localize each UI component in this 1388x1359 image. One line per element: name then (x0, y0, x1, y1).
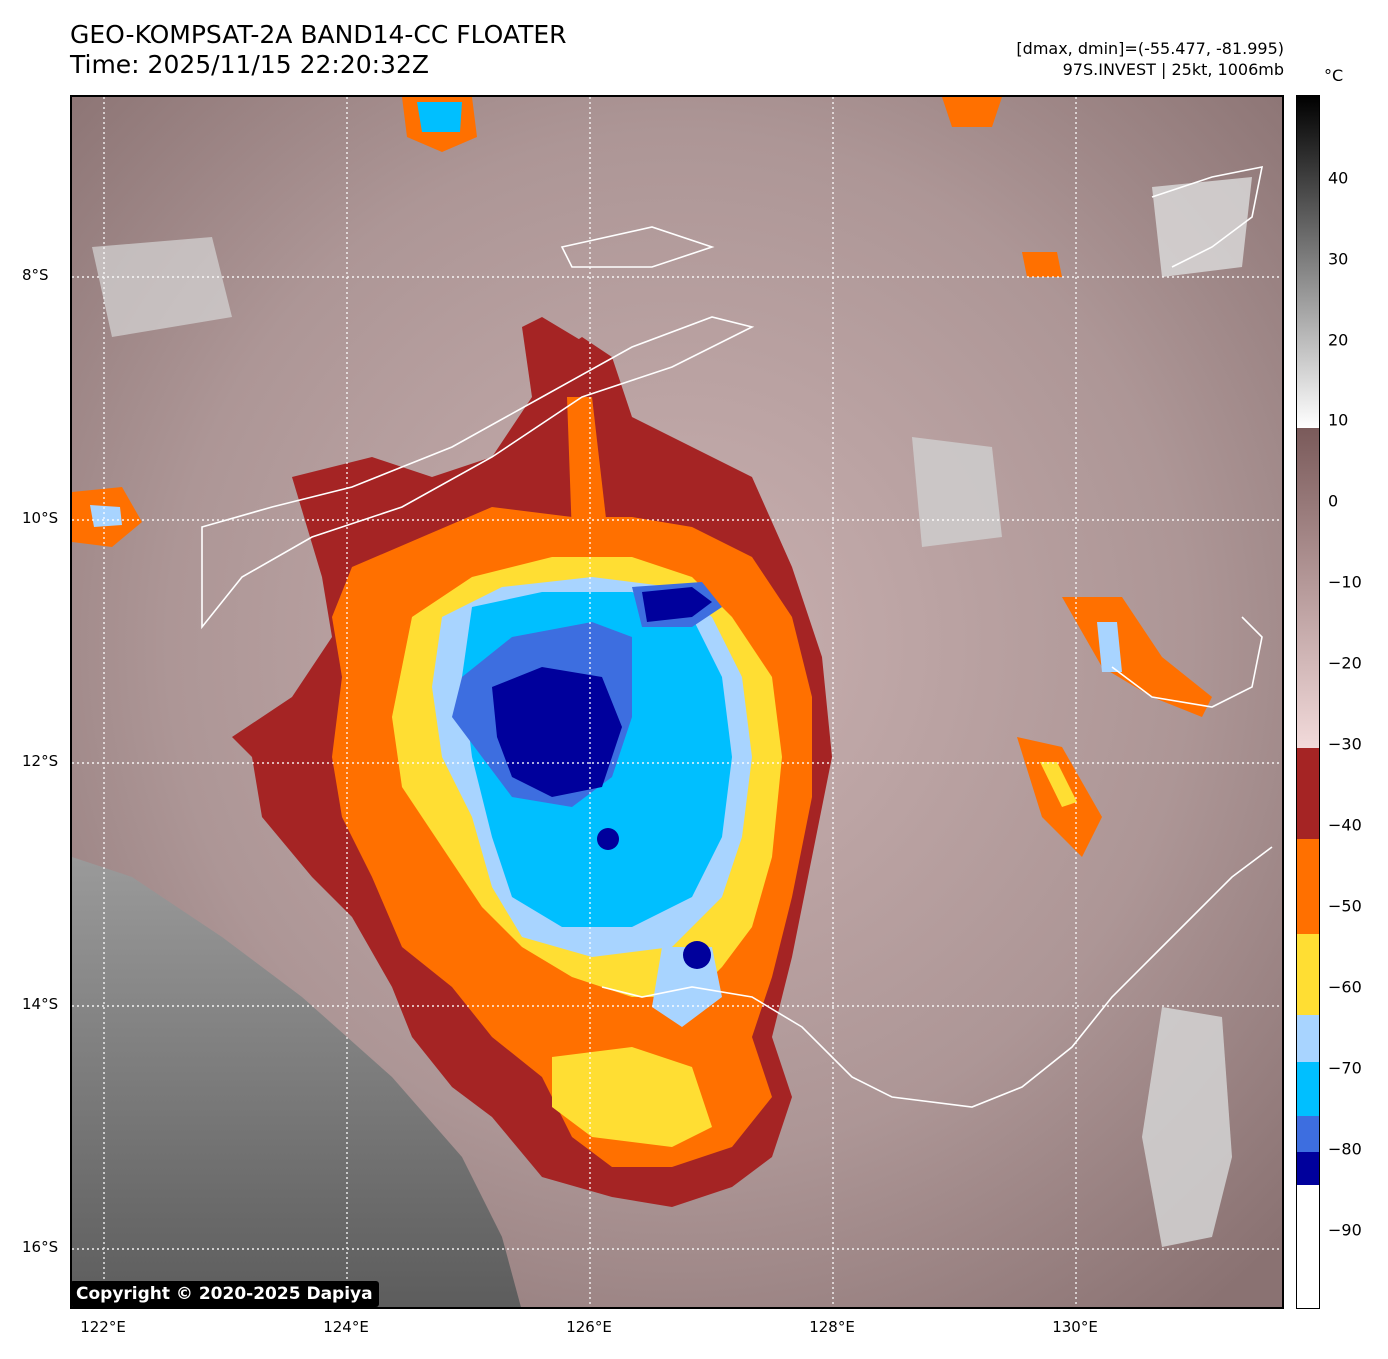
colorbar-segment-orange (1297, 839, 1319, 934)
cloud-top-cell-navy-2 (683, 941, 711, 969)
colorbar-tick-minus-50: −50 (1328, 896, 1362, 916)
title-line-1: GEO-KOMPSAT-2A BAND14-CC FLOATER (70, 20, 567, 49)
lat-label-8s: 8°S (22, 266, 49, 284)
lat-label-10s: 10°S (22, 509, 59, 527)
coastline-wetar (560, 226, 715, 268)
cloud-top-band-navy-north (642, 587, 712, 622)
colorbar-segment-mauve (1297, 428, 1319, 748)
cell-northeast-orange-2 (1022, 252, 1062, 277)
colorbar-segment-dark-red (1297, 748, 1319, 839)
clear-area-southwest (72, 857, 521, 1307)
colorbar-segment-navy (1297, 1152, 1319, 1185)
cloud-patch-east (1142, 1007, 1232, 1247)
cell-east-light-blue (1097, 622, 1122, 672)
cloud-top-band-north-tail (522, 317, 602, 417)
map-image (72, 97, 1282, 1307)
lon-label-126e: 126°E (566, 1318, 612, 1336)
coastlines (201, 165, 1273, 1108)
lat-label-12s: 12°S (22, 752, 59, 770)
colorbar-tick-minus-60: −60 (1328, 977, 1362, 997)
cloud-patch-northwest (92, 237, 232, 337)
colorbar-segment-light-blue (1297, 1015, 1319, 1062)
colorbar-segment-yellow (1297, 934, 1319, 1015)
coastline-tanimbar (1111, 616, 1263, 708)
satellite-map (70, 95, 1284, 1309)
colorbar-unit: °C (1324, 66, 1344, 85)
lat-label-16s: 16°S (22, 1238, 59, 1256)
cloud-top-band-yellow-south (552, 1047, 712, 1147)
storm-text: 97S.INVEST | 25kt, 1006mb (1062, 60, 1284, 79)
cell-northeast-orange (942, 97, 1002, 127)
colorbar-tick-minus-70: −70 (1328, 1058, 1362, 1078)
colorbar-segment-white (1297, 1185, 1319, 1308)
cloud-top-band-orange-tail (567, 397, 607, 537)
cloud-patch-center-east (912, 437, 1002, 547)
lon-label-124e: 124°E (323, 1318, 369, 1336)
cloud-top-band-navy (492, 667, 622, 797)
range-text: [dmax, dmin]=(-55.477, -81.995) (1016, 39, 1284, 58)
chart-title: GEO-KOMPSAT-2A BAND14-CC FLOATER Time: 2… (70, 20, 567, 80)
lon-label-128e: 128°E (809, 1318, 855, 1336)
title-line-2: Time: 2025/11/15 22:20:32Z (70, 50, 429, 79)
colorbar-tick-10: 10 (1328, 410, 1349, 430)
coastline-australia (601, 846, 1273, 1108)
gridlines (72, 97, 1282, 1307)
cloud-patch-northeast (1152, 177, 1252, 277)
colorbar-tick-0: 0 (1328, 491, 1339, 511)
cell-east-yellow (1040, 762, 1077, 807)
colorbar-segment-blue (1297, 1116, 1319, 1152)
cloud-top-band-light-blue-south (652, 947, 722, 1027)
cell-north-cyan (417, 102, 462, 132)
colorbar-tick-30: 30 (1328, 249, 1349, 269)
colorbar-segment-gray (1297, 96, 1319, 428)
colorbar-tick-minus-80: −80 (1328, 1139, 1362, 1159)
colorbar-tick-40: 40 (1328, 168, 1349, 188)
colorbar-tick-minus-30: −30 (1328, 734, 1362, 754)
storm-info: [dmax, dmin]=(-55.477, -81.995) 97S.INVE… (1016, 38, 1284, 80)
colorbar-tick-minus-10: −10 (1328, 572, 1362, 592)
colorbar-tick-minus-20: −20 (1328, 653, 1362, 673)
colorbar-segment-cyan (1297, 1062, 1319, 1116)
lon-label-122e: 122°E (80, 1318, 126, 1336)
colorbar-tick-minus-90: −90 (1328, 1220, 1362, 1240)
cell-west-light-blue (90, 505, 122, 527)
colorbar (1296, 95, 1320, 1309)
colorbar-tick-minus-40: −40 (1328, 815, 1362, 835)
lon-label-130e: 130°E (1052, 1318, 1098, 1336)
copyright-label: Copyright © 2020-2025 Dapiya (70, 1281, 379, 1307)
colorbar-ramp (1297, 96, 1319, 1308)
coastline-timor (201, 316, 755, 630)
lat-label-14s: 14°S (22, 995, 59, 1013)
colorbar-tick-20: 20 (1328, 330, 1349, 350)
cloud-top-cell-navy-1 (597, 828, 619, 850)
coastline-northeast (1151, 165, 1264, 268)
